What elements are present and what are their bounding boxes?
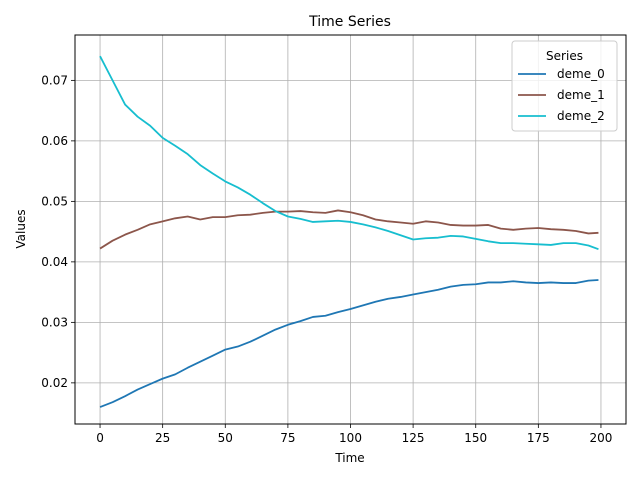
- legend-title: Series: [546, 49, 583, 63]
- legend-entry-deme-0: deme_0: [518, 67, 605, 81]
- y-tick-label: 0.05: [41, 194, 68, 208]
- x-tick-label: 50: [218, 431, 233, 445]
- x-tick-label: 25: [155, 431, 170, 445]
- series-line-deme-1: [99, 209, 599, 250]
- series-layer: [99, 55, 599, 408]
- x-tick-label: 175: [527, 431, 550, 445]
- y-tick-label: 0.07: [41, 73, 68, 87]
- legend-box: [511, 40, 618, 132]
- legend-label: deme_1: [557, 88, 605, 102]
- x-tick-label: 150: [464, 431, 487, 445]
- series-line-deme-0: [99, 279, 599, 408]
- y-tick-label: 0.06: [41, 134, 68, 148]
- x-tick-label: 100: [339, 431, 362, 445]
- y-axis-label: Values: [14, 209, 28, 248]
- chart-title: Time Series: [308, 14, 391, 30]
- legend-label: deme_2: [557, 109, 605, 123]
- x-tick-label: 75: [280, 431, 295, 445]
- x-tick-label: 125: [402, 431, 425, 445]
- legend-entry-deme-1: deme_1: [518, 88, 605, 102]
- series-line-deme-2: [99, 55, 599, 251]
- y-axis: 0.02 0.03 0.04 0.05 0.06 0.07: [41, 73, 75, 390]
- y-tick-label: 0.03: [41, 315, 68, 329]
- y-tick-label: 0.02: [41, 376, 68, 390]
- grid-lines: [75, 35, 626, 424]
- y-tick-label: 0.04: [41, 255, 68, 269]
- x-axis-label: Time: [334, 451, 364, 465]
- x-tick-label: 0: [96, 431, 104, 445]
- legend-label: deme_0: [557, 67, 605, 81]
- legend: Series deme_0 deme_1 deme_2: [511, 40, 618, 132]
- x-tick-label: 200: [590, 431, 613, 445]
- x-axis: 0 25 50 75 100 125 150 175 200: [96, 424, 612, 445]
- legend-entry-deme-2: deme_2: [518, 109, 605, 123]
